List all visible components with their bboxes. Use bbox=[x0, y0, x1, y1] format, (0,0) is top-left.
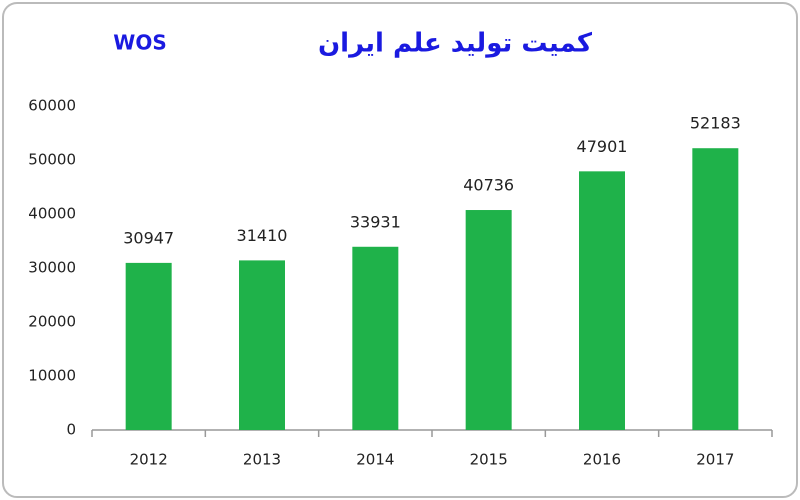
value-label: 31410 bbox=[237, 226, 288, 245]
y-tick-label: 10000 bbox=[28, 367, 76, 385]
value-label: 52183 bbox=[690, 114, 741, 133]
chart-title: کمیت تولید علم ایران bbox=[318, 29, 593, 59]
x-tick-label: 2012 bbox=[130, 451, 168, 469]
x-tick-label: 2016 bbox=[583, 451, 621, 469]
bar bbox=[465, 210, 512, 430]
bar bbox=[352, 246, 399, 430]
value-label: 30947 bbox=[123, 228, 174, 247]
y-tick-label: 20000 bbox=[28, 313, 76, 331]
chart-subtitle: WOS bbox=[113, 31, 166, 55]
bar bbox=[579, 171, 625, 430]
value-label: 40736 bbox=[463, 176, 514, 195]
value-label: 33931 bbox=[350, 212, 401, 231]
x-tick-label: 2017 bbox=[696, 451, 734, 469]
y-tick-label: 0 bbox=[66, 421, 76, 439]
y-tick-label: 40000 bbox=[28, 205, 76, 223]
y-tick-label: 60000 bbox=[28, 97, 76, 115]
bar bbox=[239, 260, 285, 430]
value-label: 47901 bbox=[577, 137, 628, 156]
bar bbox=[692, 148, 739, 431]
bar bbox=[125, 262, 172, 430]
y-tick-label: 30000 bbox=[28, 259, 76, 277]
x-tick-label: 2013 bbox=[243, 451, 281, 469]
y-tick-label: 50000 bbox=[28, 151, 76, 169]
x-tick-label: 2015 bbox=[470, 451, 508, 469]
x-tick-label: 2014 bbox=[356, 451, 394, 469]
